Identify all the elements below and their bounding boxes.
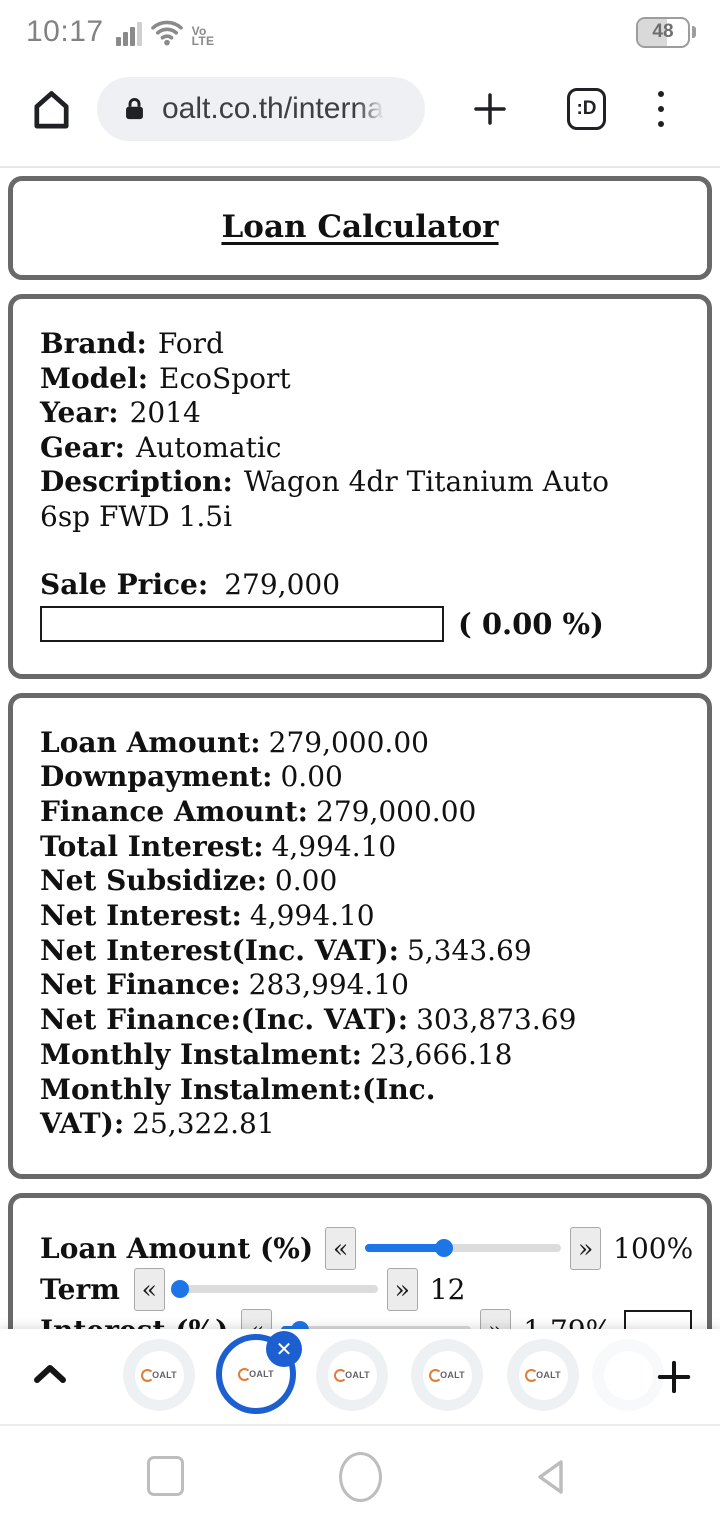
loan-amount-value: 100% (613, 1231, 694, 1265)
tab-thumbnail[interactable]: OALT (316, 1339, 388, 1411)
home-icon[interactable] (28, 86, 75, 133)
web-page-content: Loan Calculator Brand: Ford Model: EcoSpor… (0, 166, 720, 1520)
vehicle-row: Description: Wagon 4dr Titanium Auto 6sp … (40, 465, 610, 533)
vehicle-row: Gear: Automatic (40, 430, 282, 464)
favicon-ring-icon (141, 1368, 155, 1382)
recents-icon[interactable] (147, 1456, 184, 1496)
site-favicon: OALT (429, 1368, 465, 1382)
volte-icon: Vo LTE (191, 23, 215, 48)
summary-row: Monthly Instalment: 23,666.18 (40, 1037, 513, 1071)
collapse-tab-strip-icon[interactable] (32, 1363, 68, 1385)
back-icon[interactable] (528, 1453, 574, 1501)
favicon-ring-icon (525, 1368, 539, 1382)
vehicle-row: Year: 2014 (40, 396, 201, 429)
address-bar[interactable]: oalt.co.th/interna (97, 77, 425, 141)
loan-amount-increase-button[interactable]: » (570, 1226, 602, 1270)
tab-thumbnail[interactable] (592, 1339, 664, 1411)
summary-row: Net Finance: 283,994.10 (40, 968, 409, 1002)
loan-summary-card: Loan Amount: 279,000.00 Downpayment: 0.00 … (8, 692, 712, 1179)
summary-row: Net Finance:(Inc. VAT): 303,873.69 (40, 1003, 577, 1037)
term-label: Term (40, 1272, 120, 1306)
favicon-ring-icon (429, 1368, 443, 1382)
favicon-ring-icon (238, 1367, 252, 1381)
summary-row: Net Subsidize: 0.00 (40, 864, 338, 898)
term-value: 12 (429, 1272, 466, 1306)
summary-row: Net Interest: 4,994.10 (40, 899, 375, 933)
sale-price-row: Sale Price: 279,000 (40, 568, 341, 601)
vehicle-card: Brand: Ford Model: EcoSport Year: 2014 Gear… (8, 294, 712, 679)
loan-amount-decrease-button[interactable]: « (325, 1226, 357, 1270)
tab-thumbnail[interactable]: OALT (123, 1339, 195, 1411)
title-card: Loan Calculator (8, 176, 712, 280)
term-slider[interactable] (170, 1280, 378, 1299)
new-tab-icon[interactable] (469, 88, 511, 130)
summary-row: Downpayment: 0.00 (40, 760, 343, 794)
vehicle-row: Model: EcoSport (40, 361, 291, 395)
battery-percent: 48 (652, 21, 674, 42)
tab-thumbnail-active[interactable]: OALT ✕ (216, 1331, 302, 1414)
loan-amount-control-row: Loan Amount (%) « » 100% (40, 1226, 693, 1270)
slider-track (173, 1285, 378, 1294)
tab-switcher-button[interactable]: :D :D (567, 88, 606, 130)
android-nav-bar (0, 1424, 720, 1520)
new-tab-strip-icon[interactable] (654, 1357, 694, 1397)
summary-row: Finance Amount: 279,000.00 (40, 794, 477, 828)
lock-icon (126, 98, 143, 120)
summary-row: Total Interest: 4,994.10 (40, 829, 397, 863)
vehicle-row: Brand: Ford (40, 327, 224, 360)
close-tab-icon[interactable]: ✕ (266, 1331, 302, 1367)
slider-fill (365, 1244, 444, 1253)
slider-thumb[interactable] (434, 1239, 453, 1258)
site-favicon: OALT (238, 1367, 274, 1381)
term-control-row: Term « » 12 (40, 1267, 681, 1311)
term-decrease-button[interactable]: « (133, 1267, 165, 1311)
site-favicon: OALT (141, 1368, 177, 1382)
browser-menu-icon[interactable] (658, 91, 664, 127)
summary-row: Loan Amount: 279,000.00 (40, 725, 429, 759)
tab-strip: OALT OALT ✕ OALT OALT OALT (0, 1329, 720, 1424)
signal-strength-icon (115, 22, 142, 46)
url-text: oalt.co.th/interna (162, 92, 384, 125)
summary-row: Monthly Instalment:(Inc. VAT): 25,322.81 (40, 1072, 436, 1141)
tab-thumbnail[interactable]: OALT (411, 1339, 483, 1411)
favicon-ring-icon (334, 1368, 348, 1382)
clock: 10:17 (26, 15, 104, 48)
nav-home-icon[interactable] (339, 1452, 382, 1502)
term-increase-button[interactable]: » (386, 1267, 418, 1311)
site-favicon: OALT (334, 1368, 370, 1382)
slider-track (365, 1244, 562, 1253)
status-bar: 10:17 Vo LTE 48 (0, 0, 720, 58)
discount-percent-label: ( 0.00 %) (458, 606, 604, 641)
discount-input[interactable] (40, 605, 444, 642)
battery-icon: 48 (636, 16, 690, 48)
loan-amount-slider[interactable] (365, 1239, 562, 1258)
tab-thumbnail[interactable]: OALT (507, 1339, 579, 1411)
wifi-icon (150, 20, 183, 46)
summary-row: Net Interest(Inc. VAT): 5,343.69 (40, 933, 532, 967)
site-favicon: OALT (525, 1368, 561, 1382)
slider-thumb[interactable] (170, 1280, 189, 1299)
loan-amount-label: Loan Amount (%) (40, 1231, 314, 1265)
page-title: Loan Calculator (221, 209, 499, 245)
browser-toolbar: oalt.co.th/interna :D :D (0, 58, 720, 166)
